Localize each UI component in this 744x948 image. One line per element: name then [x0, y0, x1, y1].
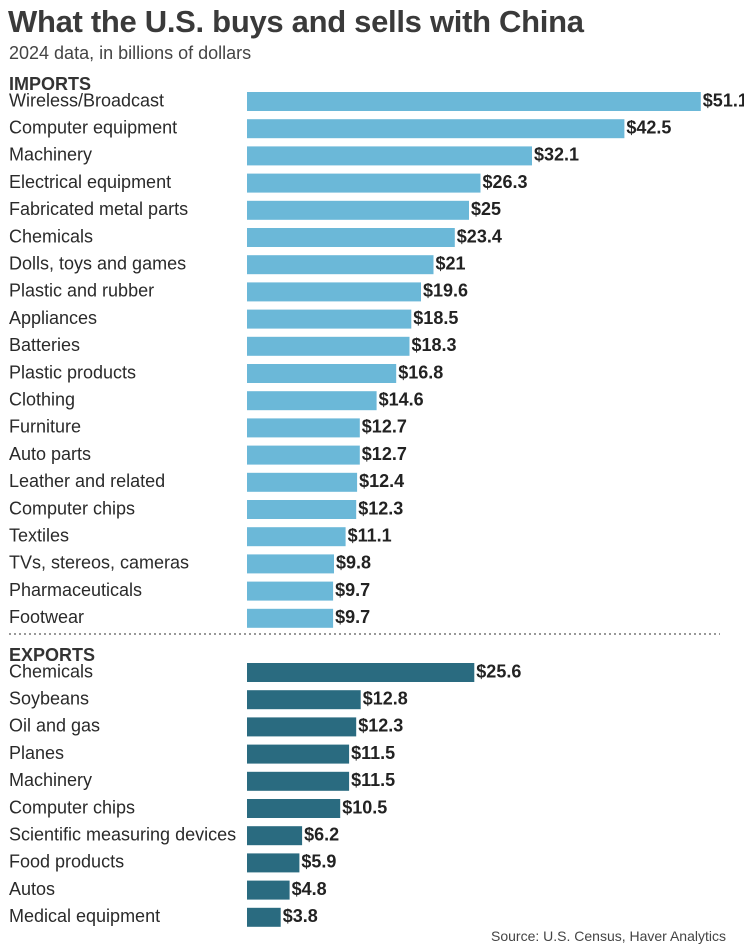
imports-value-label: $9.7 [335, 607, 370, 627]
imports-value-label: $51.1 [703, 90, 744, 110]
imports-value-label: $16.8 [398, 362, 443, 382]
exports-bar [247, 880, 290, 900]
imports-bar [247, 418, 360, 438]
exports-value-label: $4.8 [292, 879, 327, 899]
imports-bar [247, 527, 346, 547]
exports-category-label: Machinery [9, 770, 92, 790]
exports-bar [247, 663, 475, 682]
chart-subtitle: 2024 data, in billions of dollars [9, 43, 252, 63]
exports-category-label: Soybeans [9, 688, 89, 708]
exports-section-label: EXPORTS [9, 645, 95, 665]
imports-category-label: Textiles [9, 525, 69, 545]
imports-category-label: Plastic products [9, 362, 136, 382]
imports-category-label: Furniture [9, 417, 81, 437]
imports-bar [247, 173, 481, 193]
imports-bar [247, 554, 334, 574]
exports-bar [247, 799, 341, 818]
exports-bar [247, 744, 350, 764]
imports-bar [247, 146, 532, 166]
imports-bar [247, 445, 360, 465]
imports-value-label: $11.1 [348, 525, 392, 545]
imports-bar [247, 119, 625, 139]
imports-bar [247, 92, 701, 111]
imports-bar [247, 336, 410, 356]
imports-bar [247, 608, 334, 628]
imports-value-label: $18.5 [413, 308, 458, 328]
imports-category-label: Electrical equipment [9, 172, 171, 192]
imports-category-label: Computer equipment [9, 117, 177, 137]
exports-value-label: $12.3 [358, 716, 403, 736]
exports-value-label: $6.2 [304, 824, 339, 844]
imports-value-label: $19.6 [423, 281, 468, 301]
imports-value-label: $12.4 [359, 471, 404, 491]
exports-bar [247, 690, 361, 710]
imports-value-label: $25 [471, 199, 501, 219]
imports-category-label: Fabricated metal parts [9, 199, 188, 219]
imports-bar [247, 472, 358, 492]
exports-category-label: Food products [9, 852, 124, 872]
imports-bar [247, 228, 455, 247]
imports-value-label: $12.3 [358, 498, 403, 518]
chart-title: What the U.S. buys and sells with China [8, 4, 584, 39]
imports-value-label: $32.1 [534, 145, 579, 165]
imports-category-label: TVs, stereos, cameras [9, 553, 189, 573]
imports-value-label: $9.8 [336, 553, 371, 573]
exports-bar [247, 771, 350, 791]
imports-category-label: Batteries [9, 335, 80, 355]
imports-value-label: $26.3 [483, 172, 528, 192]
imports-value-label: $18.3 [412, 335, 457, 355]
imports-category-label: Leather and related [9, 471, 165, 491]
exports-bar [247, 853, 300, 873]
exports-value-label: $3.8 [283, 906, 318, 926]
imports-bar [247, 200, 469, 220]
imports-category-label: Computer chips [9, 498, 135, 518]
imports-value-label: $23.4 [457, 226, 502, 246]
source-note: Source: U.S. Census, Haver Analytics [491, 928, 726, 944]
imports-section-label: IMPORTS [9, 74, 91, 94]
exports-category-label: Oil and gas [9, 716, 100, 736]
imports-value-label: $42.5 [626, 117, 671, 137]
imports-category-label: Wireless/Broadcast [9, 90, 164, 110]
imports-category-label: Footwear [9, 607, 84, 627]
imports-bar [247, 364, 397, 383]
exports-category-label: Chemicals [9, 661, 93, 681]
imports-bar [247, 391, 377, 411]
exports-value-label: $11.5 [351, 743, 395, 763]
exports-bar [247, 907, 281, 927]
exports-value-label: $5.9 [301, 852, 336, 872]
imports-bar [247, 309, 412, 329]
exports-category-label: Planes [9, 743, 64, 763]
imports-category-label: Dolls, toys and games [9, 253, 186, 273]
imports-value-label: $9.7 [335, 580, 370, 600]
exports-value-label: $11.5 [351, 770, 395, 790]
exports-value-label: $25.6 [476, 661, 521, 681]
imports-category-label: Auto parts [9, 444, 91, 464]
imports-bar [247, 581, 334, 601]
exports-category-label: Scientific measuring devices [9, 824, 236, 844]
imports-value-label: $12.7 [362, 417, 407, 437]
imports-category-label: Clothing [9, 389, 75, 409]
exports-category-label: Medical equipment [9, 906, 160, 926]
exports-bar [247, 717, 357, 737]
exports-value-label: $12.8 [363, 688, 408, 708]
imports-value-label: $12.7 [362, 444, 407, 464]
imports-value-label: $14.6 [379, 389, 424, 409]
exports-category-label: Autos [9, 879, 55, 899]
imports-bar [247, 255, 434, 275]
imports-bar [247, 500, 357, 519]
imports-category-label: Plastic and rubber [9, 281, 154, 301]
exports-bar [247, 826, 303, 846]
imports-category-label: Pharmaceuticals [9, 580, 142, 600]
imports-bar [247, 282, 421, 302]
imports-value-label: $21 [436, 253, 466, 273]
exports-category-label: Computer chips [9, 797, 135, 817]
imports-category-label: Chemicals [9, 226, 93, 246]
exports-value-label: $10.5 [342, 797, 387, 817]
imports-category-label: Appliances [9, 308, 97, 328]
imports-category-label: Machinery [9, 145, 92, 165]
